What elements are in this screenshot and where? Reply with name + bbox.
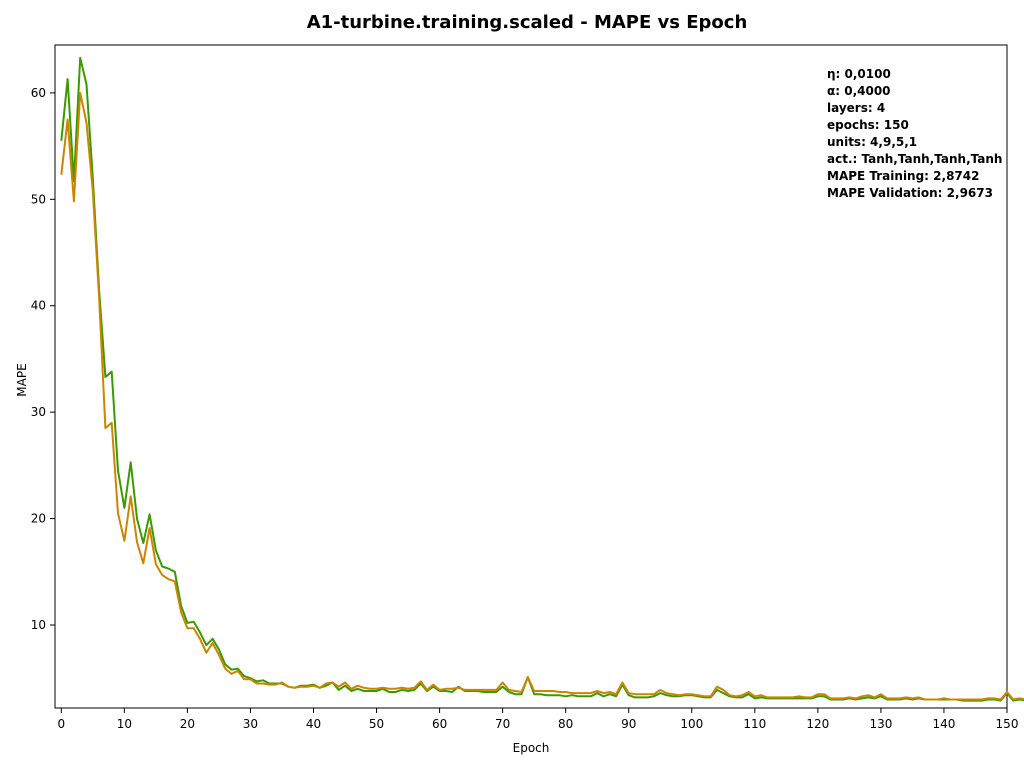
info-line: η: 0,0100 — [827, 67, 891, 81]
x-tick-label: 40 — [306, 717, 321, 731]
info-box: η: 0,0100 α: 0,4000 layers: 4 epochs: 150 un… — [827, 67, 1002, 200]
axes: 0 10 20 30 40 50 60 70 80 90 100 110 120 130 140 150 10 2… — [31, 44, 1019, 731]
x-tick-label: 90 — [621, 717, 636, 731]
x-tick-label: 20 — [180, 717, 195, 731]
x-tick-label: 150 — [996, 717, 1019, 731]
info-line: MAPE Validation: 2,9673 — [827, 186, 993, 200]
x-tick-label: 10 — [117, 717, 132, 731]
x-tick-label: 130 — [869, 717, 892, 731]
y-axis-label: MAPE — [15, 363, 29, 396]
x-tick-label: 70 — [495, 717, 510, 731]
x-tick-label: 120 — [806, 717, 829, 731]
y-tick-label: 30 — [31, 405, 46, 419]
info-line: units: 4,9,5,1 — [827, 135, 917, 149]
plot-frame — [54, 44, 1008, 709]
y-tick-label: 10 — [31, 618, 46, 632]
x-tick-label: 100 — [680, 717, 703, 731]
y-tick-label: 60 — [31, 86, 46, 100]
info-line: act.: Tanh,Tanh,Tanh,Tanh — [827, 152, 1002, 166]
y-tick-label: 50 — [31, 192, 46, 206]
x-tick-label: 110 — [743, 717, 766, 731]
x-tick-label: 50 — [369, 717, 384, 731]
x-axis-label: Epoch — [513, 741, 550, 755]
x-tick-label: 30 — [243, 717, 258, 731]
x-tick-label: 0 — [57, 717, 65, 731]
y-tick-label: 20 — [31, 512, 46, 526]
x-tick-label: 140 — [933, 717, 956, 731]
series-line-2 — [60, 91, 1024, 701]
series-layer — [60, 56, 1024, 702]
info-line: MAPE Training: 2,8742 — [827, 169, 979, 183]
x-tick-label: 80 — [558, 717, 573, 731]
y-tick-label: 40 — [31, 299, 46, 313]
chart-title: A1-turbine.training.scaled - MAPE vs Epo… — [307, 12, 748, 33]
info-line: layers: 4 — [827, 101, 885, 115]
info-line: epochs: 150 — [827, 118, 909, 132]
series-line-1 — [60, 56, 1024, 702]
info-line: α: 0,4000 — [827, 84, 891, 98]
x-tick-label: 60 — [432, 717, 447, 731]
